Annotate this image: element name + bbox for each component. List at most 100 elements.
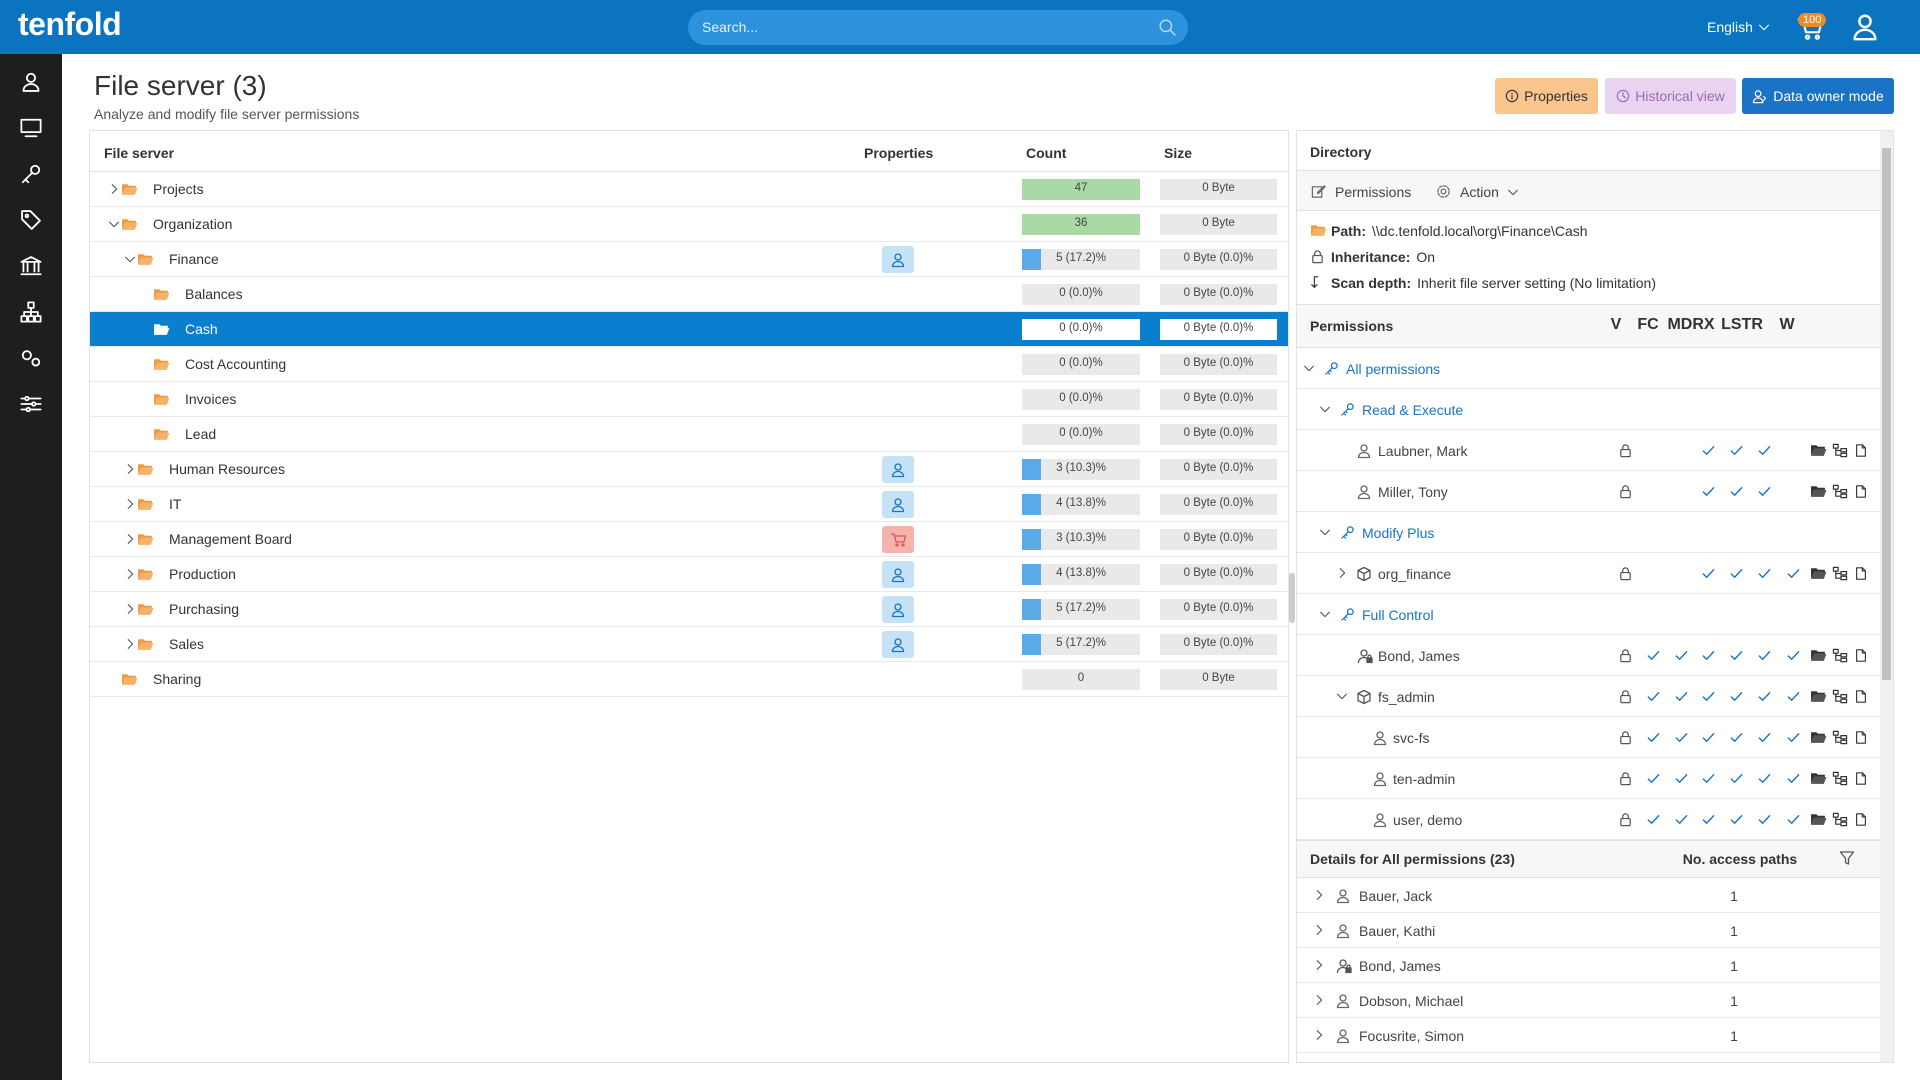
open-folder-action[interactable]	[1810, 730, 1827, 745]
perm-row[interactable]	[1297, 348, 1880, 389]
expand-toggle[interactable]	[107, 217, 121, 231]
tree-row[interactable]: Projects 47 0 Byte	[90, 172, 1288, 207]
open-folder-action[interactable]	[1810, 484, 1827, 499]
open-folder-action[interactable]	[1810, 689, 1827, 704]
expand-toggle[interactable]	[123, 637, 137, 651]
tree-action[interactable]	[1832, 443, 1848, 458]
perm-row[interactable]	[1297, 717, 1880, 758]
tree-action[interactable]	[1832, 812, 1848, 827]
sidebar-nav-icon[interactable]	[20, 163, 42, 185]
perm-row[interactable]	[1297, 635, 1880, 676]
expand-toggle[interactable]	[123, 252, 137, 266]
account-icon[interactable]	[1850, 12, 1880, 42]
perm-row[interactable]	[1297, 512, 1880, 553]
details-row[interactable]	[1297, 983, 1880, 1018]
file-action[interactable]	[1854, 730, 1868, 745]
details-row[interactable]	[1297, 948, 1880, 983]
sidebar-nav-icon[interactable]	[20, 347, 42, 369]
perm-row[interactable]	[1297, 594, 1880, 635]
action-button[interactable]: Properties	[1495, 78, 1598, 114]
property-badge[interactable]	[882, 456, 914, 483]
expand-toggle[interactable]	[1312, 1028, 1326, 1042]
expand-toggle[interactable]	[1335, 566, 1349, 580]
tree-row[interactable]: Purchasing 5 (17.2)% 0 Byte (0.0)%	[90, 592, 1288, 627]
details-row[interactable]	[1297, 878, 1880, 913]
open-folder-action[interactable]	[1810, 566, 1827, 581]
tree-action[interactable]	[1832, 648, 1848, 663]
sidebar-nav-icon[interactable]	[20, 209, 42, 231]
file-action[interactable]	[1854, 484, 1868, 499]
perm-row[interactable]	[1297, 389, 1880, 430]
perm-row[interactable]	[1297, 553, 1880, 594]
tree-row[interactable]: Cash 0 (0.0)% 0 Byte (0.0)%	[90, 312, 1288, 347]
property-badge[interactable]	[882, 526, 914, 553]
property-badge[interactable]	[882, 491, 914, 518]
tree-row[interactable]: Sharing 0 0 Byte	[90, 662, 1288, 697]
tree-action[interactable]	[1832, 771, 1848, 786]
action-button[interactable]: Data owner mode	[1742, 78, 1894, 114]
expand-toggle[interactable]	[1302, 361, 1316, 375]
search-box[interactable]: Search...	[688, 10, 1188, 45]
tree-action[interactable]	[1832, 566, 1848, 581]
filter-icon[interactable]	[1839, 850, 1855, 866]
property-badge[interactable]	[882, 631, 914, 658]
tree-action[interactable]	[1832, 484, 1848, 499]
file-action[interactable]	[1854, 443, 1868, 458]
sidebar-nav-icon[interactable]	[20, 117, 42, 139]
property-badge[interactable]	[882, 561, 914, 588]
expand-toggle[interactable]	[1312, 993, 1326, 1007]
sidebar-nav-icon[interactable]	[20, 301, 42, 323]
property-badge[interactable]	[882, 246, 914, 273]
file-action[interactable]	[1854, 566, 1868, 581]
tree-row[interactable]: Human Resources 3 (10.3)% 0 Byte (0.0)%	[90, 452, 1288, 487]
expand-toggle[interactable]	[123, 602, 137, 616]
perm-row[interactable]	[1297, 676, 1880, 717]
tree-row[interactable]: Sales 5 (17.2)% 0 Byte (0.0)%	[90, 627, 1288, 662]
toolbar-button[interactable]: Permissions	[1335, 184, 1412, 200]
perm-row[interactable]	[1297, 430, 1880, 471]
open-folder-action[interactable]	[1810, 443, 1827, 458]
expand-toggle[interactable]	[1312, 923, 1326, 937]
perm-row[interactable]	[1297, 471, 1880, 512]
tree-row[interactable]: Balances 0 (0.0)% 0 Byte (0.0)%	[90, 277, 1288, 312]
tree-row[interactable]: Finance 5 (17.2)% 0 Byte (0.0)%	[90, 242, 1288, 277]
sidebar-nav-icon[interactable]	[20, 393, 42, 415]
toolbar-button[interactable]: Action	[1460, 184, 1499, 200]
expand-toggle[interactable]	[123, 462, 137, 476]
perm-row[interactable]	[1297, 799, 1880, 840]
tree-action[interactable]	[1832, 730, 1848, 745]
permission-group[interactable]: All permissions	[1346, 361, 1441, 377]
file-action[interactable]	[1854, 812, 1868, 827]
expand-toggle[interactable]	[1318, 402, 1332, 416]
tree-row[interactable]: Organization 36 0 Byte	[90, 207, 1288, 242]
expand-toggle[interactable]	[107, 182, 121, 196]
file-action[interactable]	[1854, 689, 1868, 704]
tree-row[interactable]: Management Board 3 (10.3)% 0 Byte (0.0)%	[90, 522, 1288, 557]
tree-row[interactable]: Cost Accounting 0 (0.0)% 0 Byte (0.0)%	[90, 347, 1288, 382]
directory-scrollbar-thumb[interactable]	[1882, 148, 1891, 680]
details-row[interactable]	[1297, 913, 1880, 948]
tree-row[interactable]: IT 4 (13.8)% 0 Byte (0.0)%	[90, 487, 1288, 522]
language-select[interactable]: English	[1707, 19, 1753, 35]
tree-row[interactable]: Lead 0 (0.0)% 0 Byte (0.0)%	[90, 417, 1288, 452]
action-button[interactable]: Historical view	[1605, 78, 1736, 114]
sidebar-nav-icon[interactable]	[20, 71, 42, 93]
open-folder-action[interactable]	[1810, 771, 1827, 786]
expand-toggle[interactable]	[1312, 888, 1326, 902]
property-badge[interactable]	[882, 596, 914, 623]
open-folder-action[interactable]	[1810, 812, 1827, 827]
sidebar-nav-icon[interactable]	[20, 255, 42, 277]
permission-group[interactable]: Read & Execute	[1362, 402, 1464, 418]
expand-toggle[interactable]	[1312, 958, 1326, 972]
expand-toggle[interactable]	[1335, 689, 1349, 703]
tree-row[interactable]: Invoices 0 (0.0)% 0 Byte (0.0)%	[90, 382, 1288, 417]
permission-group[interactable]: Modify Plus	[1362, 525, 1435, 541]
details-row[interactable]	[1297, 1018, 1880, 1053]
tree-row[interactable]: Production 4 (13.8)% 0 Byte (0.0)%	[90, 557, 1288, 592]
tree-action[interactable]	[1832, 689, 1848, 704]
expand-toggle[interactable]	[123, 532, 137, 546]
perm-row[interactable]	[1297, 758, 1880, 799]
permission-group[interactable]: Full Control	[1362, 607, 1434, 623]
file-action[interactable]	[1854, 771, 1868, 786]
expand-toggle[interactable]	[1318, 607, 1332, 621]
